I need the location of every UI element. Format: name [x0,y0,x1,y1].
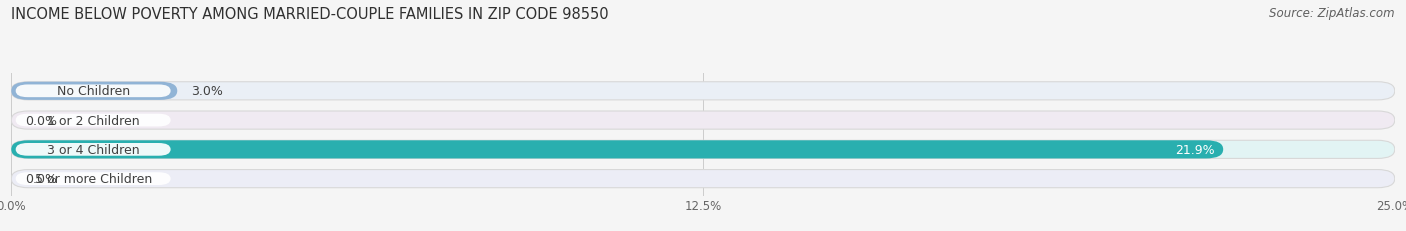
FancyBboxPatch shape [15,114,170,127]
Text: 0.0%: 0.0% [25,114,58,127]
FancyBboxPatch shape [11,112,1395,130]
Text: 1 or 2 Children: 1 or 2 Children [46,114,139,127]
FancyBboxPatch shape [11,82,177,100]
FancyBboxPatch shape [15,173,170,185]
FancyBboxPatch shape [15,85,170,98]
Text: 21.9%: 21.9% [1175,143,1215,156]
Text: 3.0%: 3.0% [191,85,224,98]
FancyBboxPatch shape [15,143,170,156]
Text: 5 or more Children: 5 or more Children [35,172,152,185]
FancyBboxPatch shape [11,141,1223,159]
Text: Source: ZipAtlas.com: Source: ZipAtlas.com [1270,7,1395,20]
Text: 3 or 4 Children: 3 or 4 Children [46,143,139,156]
Text: 0.0%: 0.0% [25,172,58,185]
FancyBboxPatch shape [11,170,1395,188]
FancyBboxPatch shape [11,82,1395,100]
Text: No Children: No Children [56,85,129,98]
FancyBboxPatch shape [11,141,1395,159]
Text: INCOME BELOW POVERTY AMONG MARRIED-COUPLE FAMILIES IN ZIP CODE 98550: INCOME BELOW POVERTY AMONG MARRIED-COUPL… [11,7,609,22]
